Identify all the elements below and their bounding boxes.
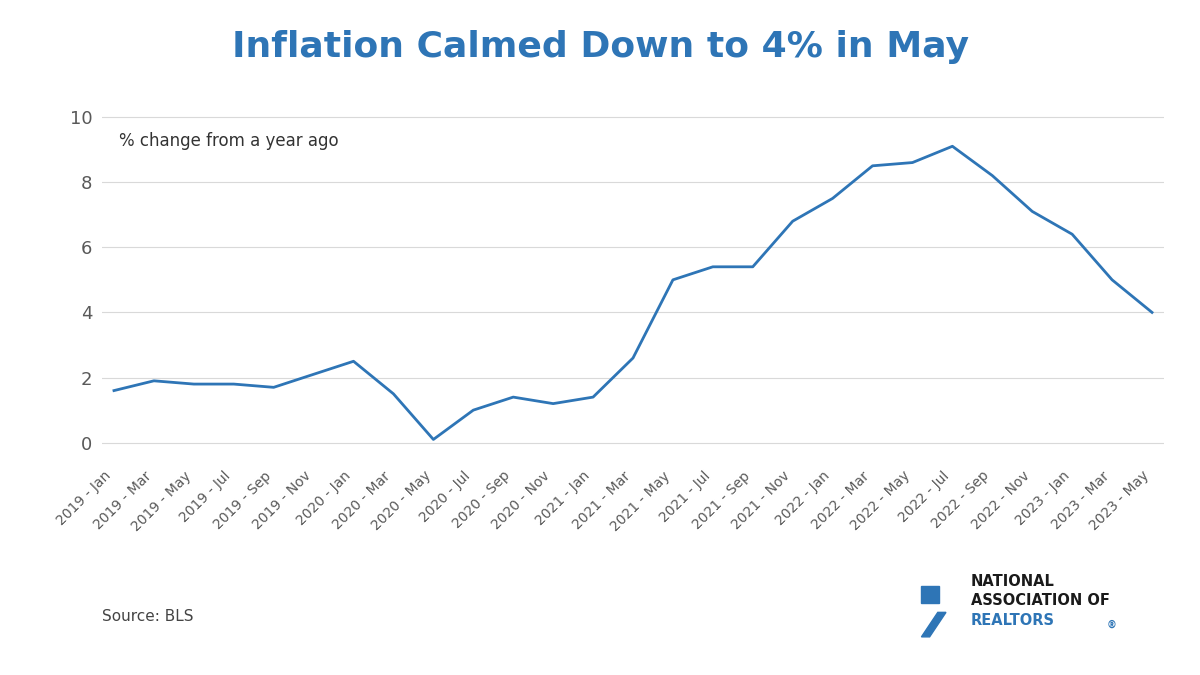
Text: Source: BLS: Source: BLS: [102, 610, 193, 624]
Text: NATIONAL
ASSOCIATION OF: NATIONAL ASSOCIATION OF: [971, 574, 1110, 608]
Text: Inflation Calmed Down to 4% in May: Inflation Calmed Down to 4% in May: [232, 30, 968, 64]
Bar: [918, 580, 931, 642]
Text: ®: ®: [1106, 619, 1116, 629]
Bar: [889, 580, 906, 642]
Bar: [920, 586, 940, 603]
Text: REALTORS: REALTORS: [971, 613, 1055, 628]
Text: % change from a year ago: % change from a year ago: [119, 132, 338, 150]
Bar: [918, 580, 946, 610]
Polygon shape: [918, 611, 950, 642]
Polygon shape: [922, 612, 946, 637]
